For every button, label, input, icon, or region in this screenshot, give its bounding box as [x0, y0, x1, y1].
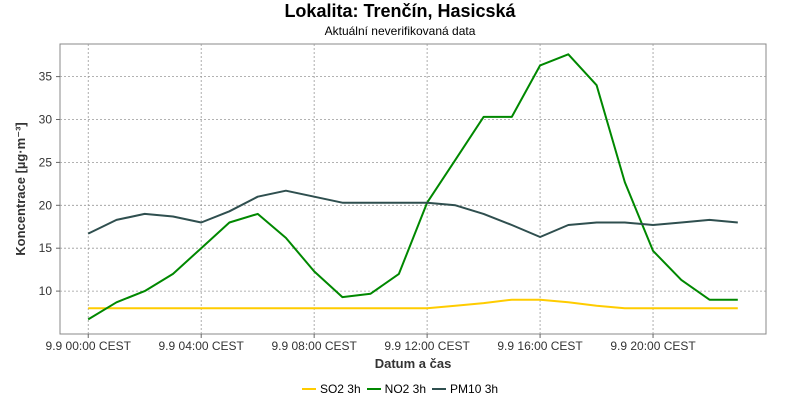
axes: 9.9 00:00 CEST 9.9 04:00 CEST 9.9 08:00 CE…: [39, 70, 697, 353]
legend-item: NO2 3h: [366, 381, 427, 397]
chart-subtitle: Aktuální neverifikovaná data: [324, 24, 476, 38]
x-tick-label: 9.9 12:00 CEST: [384, 339, 470, 353]
x-tick-label: 9.9 08:00 CEST: [271, 339, 357, 353]
y-tick-label: 30: [39, 113, 53, 127]
x-tick-label: 9.9 16:00 CEST: [497, 339, 583, 353]
series-line-pm10-3h: [87, 189, 738, 238]
y-tick-label: 35: [39, 70, 53, 84]
legend-label: NO2 3h: [384, 382, 427, 397]
y-tick-label: 20: [39, 198, 53, 212]
legend-swatch: [301, 388, 316, 391]
y-tick-label: 10: [39, 284, 53, 298]
plot-area: [59, 43, 767, 335]
chart-title: Lokalita: Trenčín, Hasicská: [284, 1, 516, 21]
legend-label: PM10 3h: [450, 382, 499, 397]
legend-swatch: [432, 388, 447, 391]
x-axis-title: Datum a čas: [375, 356, 452, 371]
x-tick-label: 9.9 00:00 CEST: [46, 339, 132, 353]
y-axis-title: Koncentrace [µg·m⁻³]: [13, 122, 28, 256]
legend-label: SO2 3h: [319, 382, 361, 397]
legend-item: PM10 3h: [432, 381, 498, 396]
x-tick-label: 9.9 04:00 CEST: [159, 339, 245, 353]
series-line-no2-3h: [87, 53, 738, 321]
y-tick-label: 25: [39, 155, 53, 169]
series-line-so2-3h: [88, 298, 738, 310]
x-tick-label: 9.9 20:00 CEST: [610, 339, 696, 353]
series-lines: [87, 53, 738, 321]
grid: [59, 43, 767, 335]
y-tick-label: 15: [39, 241, 53, 255]
legend-item: SO2 3h: [301, 381, 361, 397]
legend-swatch: [366, 388, 381, 391]
legend: SO2 3h NO2 3h PM10 3h: [0, 381, 800, 396]
